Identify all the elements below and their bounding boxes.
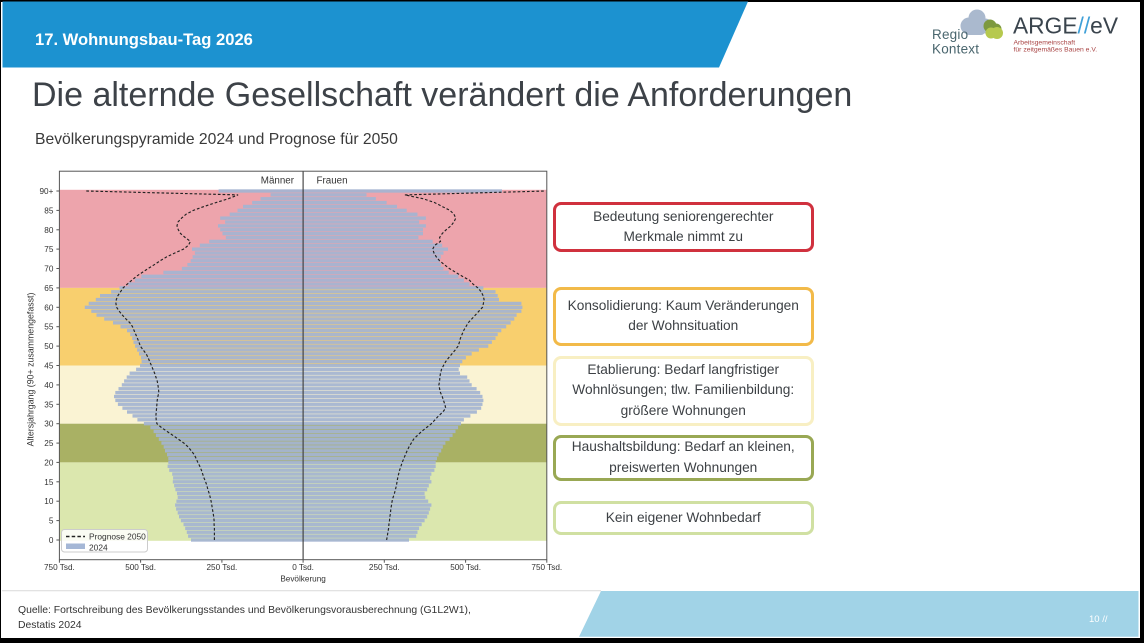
svg-text:2024: 2024: [89, 543, 108, 553]
svg-text:45: 45: [44, 362, 54, 371]
svg-text:Bevölkerung: Bevölkerung: [280, 575, 326, 584]
svg-text:Frauen: Frauen: [317, 176, 348, 187]
svg-text:250 Tsd.: 250 Tsd.: [206, 563, 237, 572]
svg-text:40: 40: [44, 381, 54, 390]
svg-text:50: 50: [44, 342, 54, 351]
svg-text:250 Tsd.: 250 Tsd.: [369, 563, 400, 572]
svg-text:Regio: Regio: [932, 27, 968, 42]
svg-text:Arbeitsgemeinschaft: Arbeitsgemeinschaft: [1014, 40, 1076, 47]
svg-text:20: 20: [44, 458, 54, 467]
svg-text:für zeitgemäßes Bauen e.V.: für zeitgemäßes Bauen e.V.: [1014, 47, 1098, 54]
svg-text:10: 10: [44, 497, 54, 506]
svg-text:30: 30: [44, 420, 54, 429]
svg-text:55: 55: [44, 323, 54, 332]
svg-text:85: 85: [44, 206, 54, 215]
svg-text:80: 80: [44, 226, 54, 235]
svg-text:Männer: Männer: [261, 176, 295, 187]
svg-text:Prognose 2050: Prognose 2050: [89, 532, 146, 542]
svg-text:35: 35: [44, 400, 54, 409]
svg-text:500 Tsd.: 500 Tsd.: [450, 563, 481, 572]
svg-text:75: 75: [44, 245, 54, 254]
svg-text:25: 25: [44, 439, 54, 448]
svg-text:Altersjahrgang (90+ zusammenge: Altersjahrgang (90+ zusammengefasst): [26, 293, 36, 447]
svg-text:0 Tsd.: 0 Tsd.: [292, 563, 314, 572]
svg-text:70: 70: [44, 265, 54, 274]
svg-text:65: 65: [44, 284, 54, 293]
svg-text:90+: 90+: [40, 187, 54, 196]
svg-text:750 Tsd.: 750 Tsd.: [531, 563, 562, 572]
svg-text:60: 60: [44, 303, 54, 312]
svg-text:0: 0: [49, 536, 54, 545]
svg-text:Kontext: Kontext: [932, 42, 979, 57]
svg-text:15: 15: [44, 478, 54, 487]
svg-text:750 Tsd.: 750 Tsd.: [44, 563, 75, 572]
svg-text:500 Tsd.: 500 Tsd.: [125, 563, 156, 572]
svg-text:ARGE//eV: ARGE//eV: [1013, 13, 1118, 39]
svg-text:5: 5: [49, 517, 54, 526]
